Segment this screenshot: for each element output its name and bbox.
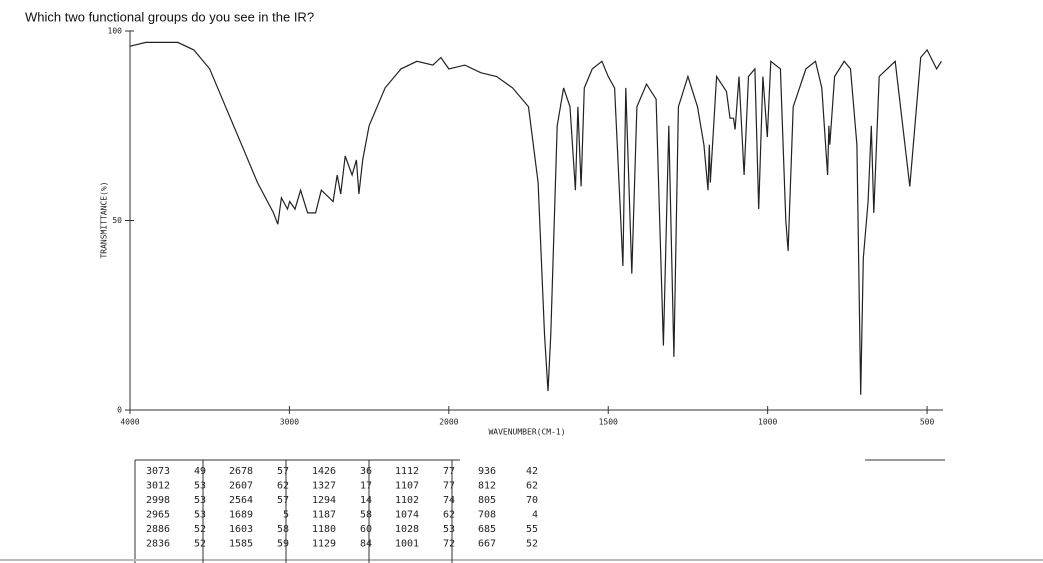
- peak-transmittance: 74: [443, 495, 455, 506]
- peak-transmittance: 52: [194, 524, 206, 535]
- peak-transmittance: 62: [443, 510, 455, 521]
- peak-wavenumber: 708: [478, 510, 496, 521]
- peak-wavenumber: 1107: [395, 481, 419, 492]
- peak-transmittance: 4: [532, 510, 538, 521]
- peak-transmittance: 14: [360, 495, 372, 506]
- peak-transmittance: 49: [194, 466, 206, 477]
- peak-wavenumber: 1187: [312, 510, 336, 521]
- peak-transmittance: 52: [526, 539, 538, 550]
- peak-wavenumber: 3012: [146, 481, 170, 492]
- peak-wavenumber: 1585: [229, 539, 253, 550]
- peak-transmittance: 57: [277, 466, 289, 477]
- x-tick-label: 4000: [120, 418, 139, 427]
- peak-wavenumber: 805: [478, 495, 496, 506]
- y-axis-label: TRANSMITTANCE(%): [100, 181, 109, 258]
- peak-transmittance: 55: [526, 524, 538, 535]
- peak-wavenumber: 3073: [146, 466, 170, 477]
- peak-transmittance: 84: [360, 539, 372, 550]
- peak-wavenumber: 2836: [146, 539, 170, 550]
- spectrum-line: [129, 41, 942, 395]
- peak-transmittance: 77: [443, 466, 455, 477]
- x-tick-label: 1500: [599, 418, 618, 427]
- peak-wavenumber: 1689: [229, 510, 253, 521]
- peak-transmittance: 77: [443, 481, 455, 492]
- peak-wavenumber: 1102: [395, 495, 419, 506]
- peak-wavenumber: 1028: [395, 524, 419, 535]
- peak-wavenumber: 1426: [312, 466, 336, 477]
- peak-wavenumber: 1129: [312, 539, 336, 550]
- peak-wavenumber: 2564: [229, 495, 253, 506]
- peak-transmittance: 59: [277, 539, 289, 550]
- peak-transmittance: 62: [526, 481, 538, 492]
- peak-transmittance: 53: [443, 524, 455, 535]
- peak-wavenumber: 1001: [395, 539, 419, 550]
- peak-wavenumber: 2607: [229, 481, 253, 492]
- x-axis-label: WAVENUMBER(CM-1): [488, 428, 565, 437]
- peak-transmittance: 57: [277, 495, 289, 506]
- peak-transmittance: 72: [443, 539, 455, 550]
- peak-wavenumber: 1603: [229, 524, 253, 535]
- peak-wavenumber: 2886: [146, 524, 170, 535]
- peak-wavenumber: 1180: [312, 524, 336, 535]
- peak-wavenumber: 2678: [229, 466, 253, 477]
- peak-wavenumber: 936: [478, 466, 496, 477]
- x-tick-label: 2000: [439, 418, 458, 427]
- y-tick-label: 50: [112, 216, 122, 225]
- peak-wavenumber: 1327: [312, 481, 336, 492]
- peak-transmittance: 36: [360, 466, 372, 477]
- peak-transmittance: 60: [360, 524, 372, 535]
- x-tick-label: 3000: [280, 418, 299, 427]
- peak-wavenumber: 1074: [395, 510, 419, 521]
- peak-wavenumber: 667: [478, 539, 496, 550]
- x-tick-label: 500: [920, 418, 935, 427]
- peak-wavenumber: 2998: [146, 495, 170, 506]
- peak-wavenumber: 685: [478, 524, 496, 535]
- y-tick-label: 100: [108, 27, 123, 36]
- peak-wavenumber: 2965: [146, 510, 170, 521]
- x-tick-label: 1000: [758, 418, 777, 427]
- peak-transmittance: 58: [360, 510, 372, 521]
- peak-transmittance: 53: [194, 495, 206, 506]
- peak-transmittance: 58: [277, 524, 289, 535]
- peak-wavenumber: 812: [478, 481, 496, 492]
- question: Which two functional groups do you see i…: [25, 9, 314, 24]
- peak-transmittance: 70: [526, 495, 538, 506]
- peak-wavenumber: 1112: [395, 466, 419, 477]
- y-tick-label: 0: [117, 406, 122, 415]
- peak-wavenumber: 1294: [312, 495, 336, 506]
- peak-transmittance: 52: [194, 539, 206, 550]
- peak-transmittance: 53: [194, 481, 206, 492]
- peak-transmittance: 42: [526, 466, 538, 477]
- peak-transmittance: 53: [194, 510, 206, 521]
- peak-transmittance: 17: [360, 481, 372, 492]
- peak-transmittance: 62: [277, 481, 289, 492]
